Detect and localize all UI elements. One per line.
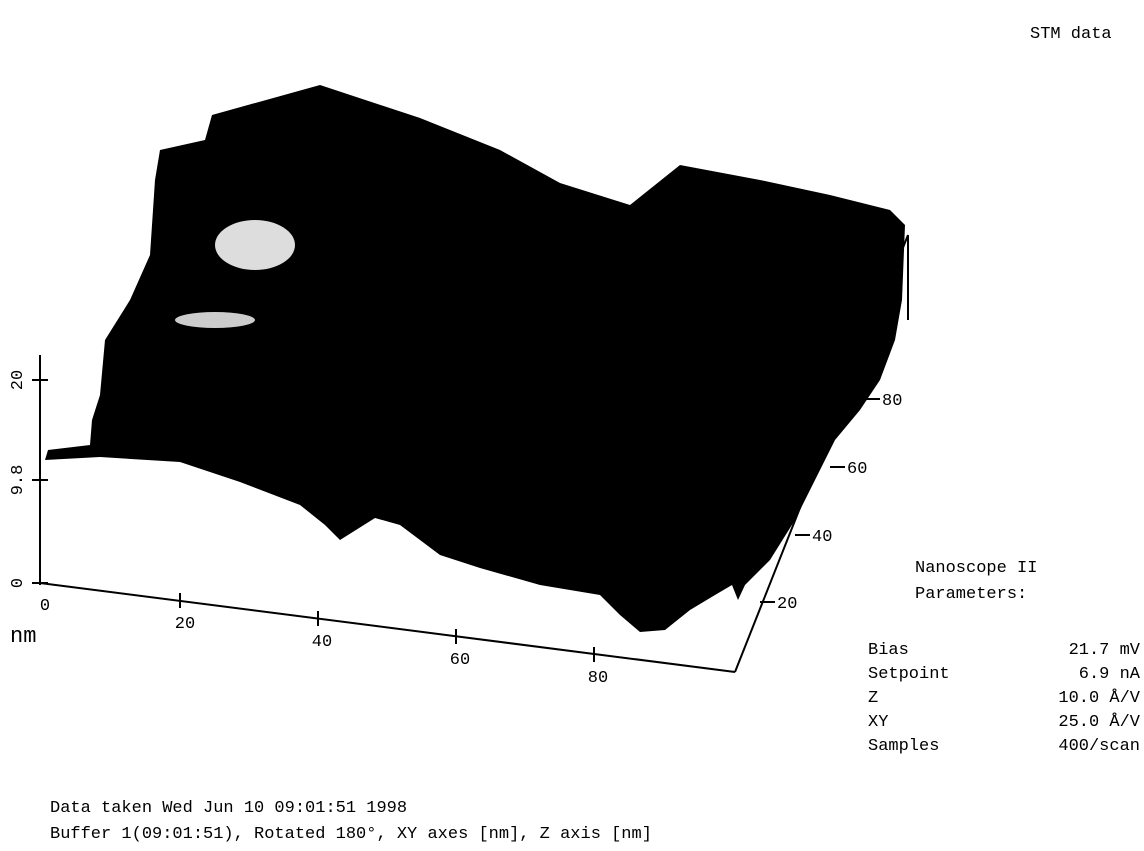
y-tick-label: 80 [882, 392, 902, 411]
x-tick-label: 40 [312, 633, 332, 652]
param-value: 21.7 mV [1069, 641, 1141, 660]
x-tick-label: 0 [40, 597, 50, 616]
surface [45, 85, 905, 632]
param-value: 400/scan [1058, 737, 1140, 756]
y-tick-label: 60 [847, 460, 867, 479]
z-tick-label: 9.8 [9, 465, 28, 496]
param-name: XY [868, 713, 888, 732]
parameters-table: Bias 21.7 mV Setpoint 6.9 nA Z 10.0 Å/V … [868, 641, 1141, 756]
param-value: 25.0 Å/V [1058, 713, 1140, 732]
param-name: Setpoint [868, 665, 950, 684]
footer-line: Data taken Wed Jun 10 09:01:51 1998 [50, 799, 407, 818]
header: STM data [1030, 25, 1112, 44]
page: STM data 20 9.8 0 0 20 40 60 80 nm 20 40… [0, 0, 1144, 851]
bright-feature [175, 312, 255, 328]
footer-line: Buffer 1(09:01:51), Rotated 180°, XY axe… [50, 825, 652, 844]
param-value: 6.9 nA [1079, 665, 1141, 684]
x-tick-label: 60 [450, 651, 470, 670]
z-tick-label: 20 [9, 370, 28, 390]
z-tick-label: 0 [9, 578, 28, 588]
param-name: Z [868, 689, 878, 708]
x-tick-label: 80 [588, 669, 608, 688]
param-name: Samples [868, 737, 939, 756]
y-tick-label: 40 [812, 528, 832, 547]
parameters-title: Nanoscope II [915, 559, 1037, 578]
surface-shape [45, 85, 905, 632]
bright-feature [215, 220, 295, 270]
parameters-title: Parameters: [915, 585, 1027, 604]
x-unit: nm [10, 624, 36, 649]
y-tick-label: 20 [777, 595, 797, 614]
stm-printout: STM data 20 9.8 0 0 20 40 60 80 nm 20 40… [0, 0, 1144, 851]
param-value: 10.0 Å/V [1058, 689, 1140, 708]
x-tick-label: 20 [175, 615, 195, 634]
param-name: Bias [868, 641, 909, 660]
